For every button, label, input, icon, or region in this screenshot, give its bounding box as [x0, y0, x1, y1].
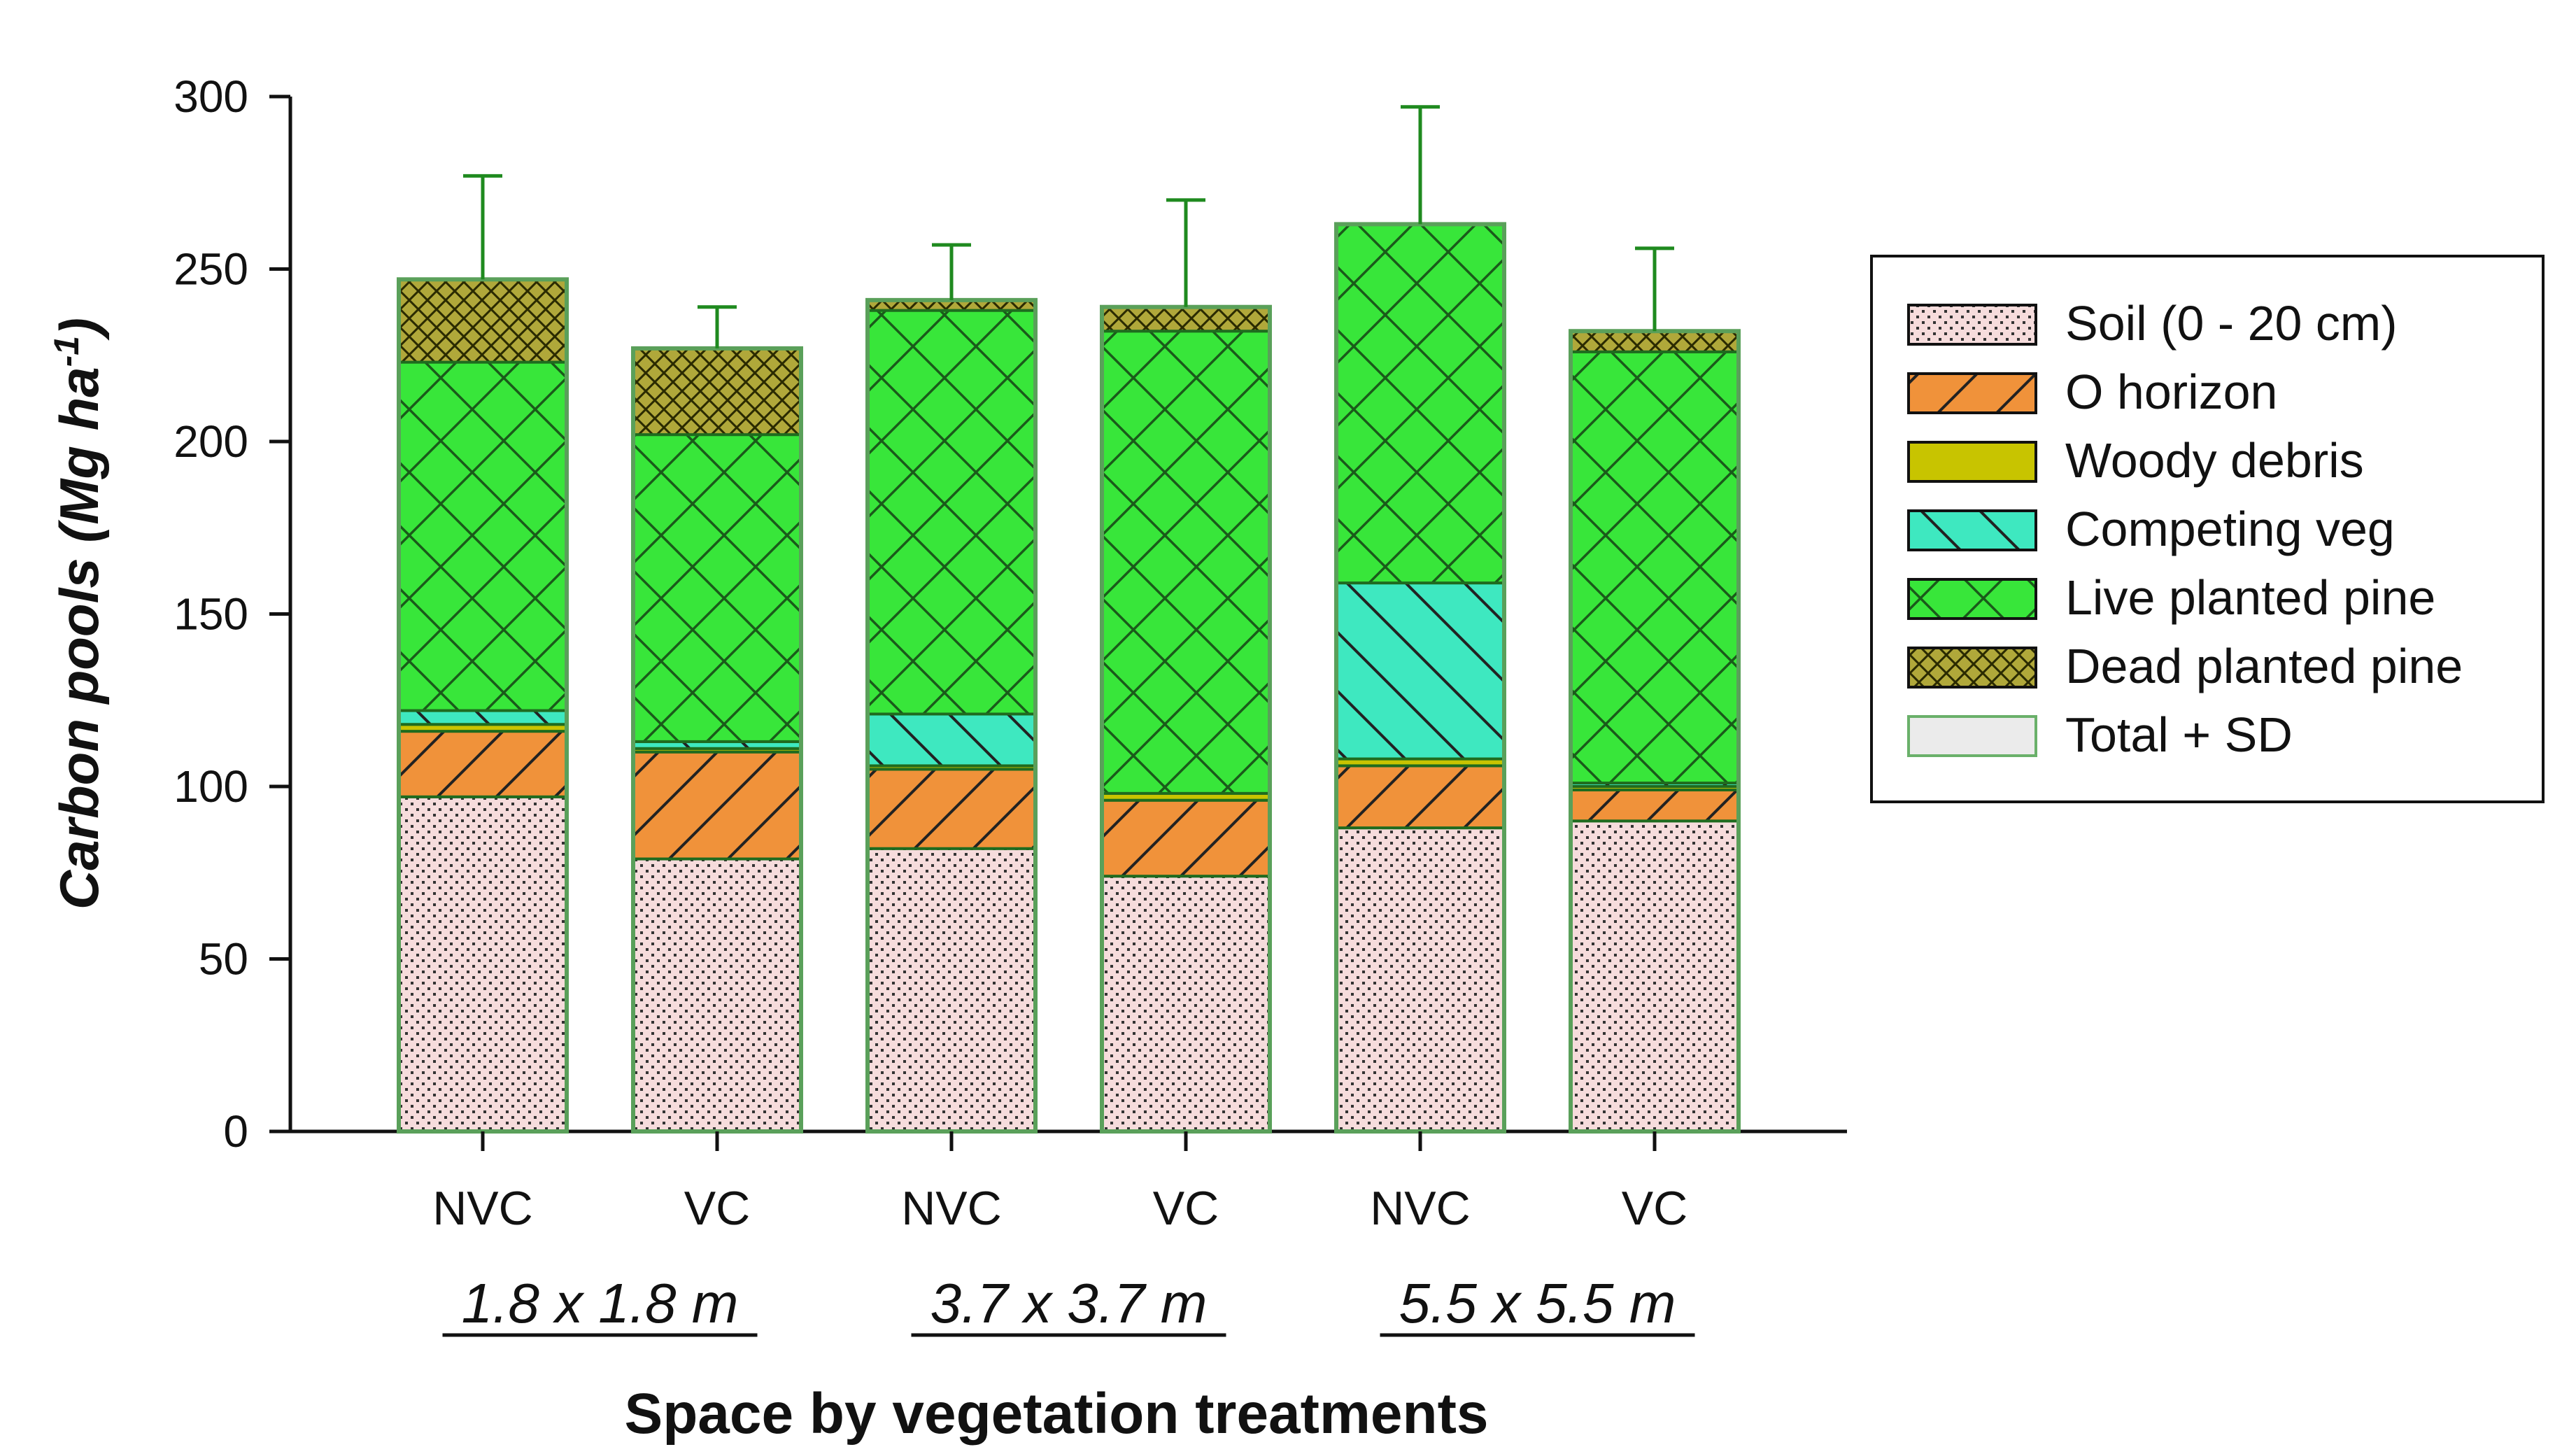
legend-label: Total + SD	[2065, 707, 2293, 762]
bar-segment-soil-0-20-cm-	[397, 795, 568, 1134]
x-group-label: 1.8 x 1.8 m	[462, 1272, 739, 1334]
bar-segment-soil-0-20-cm-	[1101, 875, 1271, 1134]
bar-segment-soil-0-20-cm-	[866, 847, 1037, 1133]
bar-segment-soil-0-20-cm-	[1335, 826, 1506, 1134]
legend-swatch	[1907, 715, 2037, 757]
x-group-label: 3.7 x 3.7 m	[930, 1272, 1208, 1334]
legend-label: Competing veg	[2065, 502, 2395, 556]
legend-label: Dead planted pine	[2065, 639, 2463, 693]
bar-segment-competing-veg	[1335, 581, 1506, 761]
legend-swatch	[1907, 509, 2037, 551]
x-category-label: VC	[684, 1182, 750, 1235]
y-axis-label: Carbon pools (Mg ha-1)	[47, 318, 110, 910]
error-bars	[463, 105, 1674, 348]
bar-segment-competing-veg	[866, 712, 1037, 768]
bar-segment-o-horizon	[1101, 798, 1271, 878]
x-category-labels: NVC VC NVC VC NVC VC	[432, 1131, 1687, 1235]
legend-swatch	[1907, 304, 2037, 346]
y-tick-label: 250	[174, 244, 248, 295]
y-tick-label: 50	[199, 934, 248, 984]
bar-segment-o-horizon	[1335, 764, 1506, 830]
x-category-label: NVC	[432, 1182, 533, 1235]
bar-segment-o-horizon	[866, 768, 1037, 850]
x-group-labels: 1.8 x 1.8 m 3.7 x 3.7 m 5.5 x 5.5 m	[442, 1272, 1695, 1337]
bar-segment-dead-planted-pine	[632, 346, 802, 437]
bar-segment-dead-planted-pine	[397, 278, 568, 364]
bar-segment-dead-planted-pine	[1101, 305, 1271, 333]
legend-swatch	[1907, 441, 2037, 483]
bar-segment-dead-planted-pine	[1569, 330, 1740, 353]
legend-label: Soil (0 - 20 cm)	[2065, 296, 2398, 351]
bar-segment-soil-0-20-cm-	[1569, 819, 1740, 1134]
x-category-label: NVC	[1370, 1182, 1471, 1235]
bar-segment-live-planted-pine	[1569, 350, 1740, 785]
x-group-label: 5.5 x 5.5 m	[1399, 1272, 1676, 1334]
bar-segment-live-planted-pine	[1335, 223, 1506, 585]
y-tick-label: 100	[174, 761, 248, 812]
bar-segment-live-planted-pine	[1101, 330, 1271, 795]
bar-segment-competing-veg	[397, 709, 568, 726]
bar-segment-o-horizon	[397, 730, 568, 798]
x-axis-label: Space by vegetation treatments	[625, 1382, 1489, 1446]
bar-segment-live-planted-pine	[397, 360, 568, 712]
bar-segment-live-planted-pine	[632, 433, 802, 743]
y-tick-label: 150	[174, 589, 248, 640]
legend-label: Woody debris	[2065, 433, 2364, 488]
legend: Soil (0 - 20 cm) O horizon Woody debris Com…	[1870, 255, 2545, 803]
legend-swatch	[1907, 372, 2037, 414]
y-tick-label: 200	[174, 416, 248, 467]
legend-label: O horizon	[2065, 365, 2277, 419]
y-ticks: 0 50 100 150 200 250 300	[174, 71, 290, 1157]
bars	[397, 222, 1741, 1134]
bar-segment-o-horizon	[632, 750, 802, 861]
bar-segment-o-horizon	[1569, 788, 1740, 823]
x-category-label: VC	[1153, 1182, 1219, 1235]
bar-segment-live-planted-pine	[866, 309, 1037, 716]
legend-swatch	[1907, 578, 2037, 620]
y-tick-label: 300	[174, 71, 248, 122]
x-category-label: VC	[1622, 1182, 1687, 1235]
y-tick-label: 0	[223, 1106, 248, 1157]
legend-swatch	[1907, 647, 2037, 689]
bar-segment-soil-0-20-cm-	[632, 857, 802, 1134]
x-category-label: NVC	[901, 1182, 1002, 1235]
legend-label: Live planted pine	[2065, 570, 2435, 625]
